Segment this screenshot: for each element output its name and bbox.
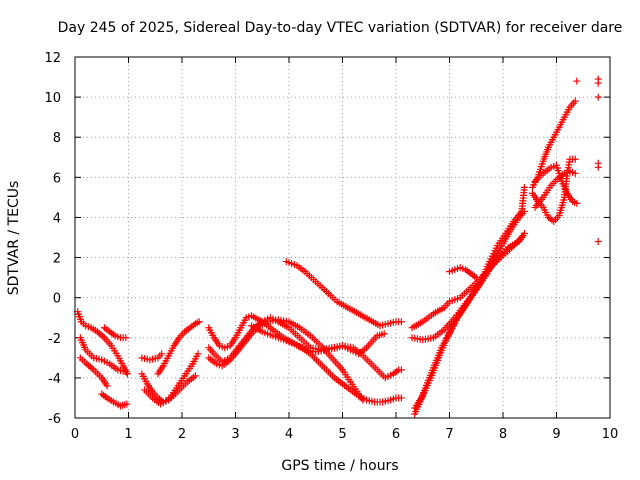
- x-tick-label: 2: [178, 427, 186, 442]
- series-track-18: [411, 207, 528, 412]
- series-track-09: [154, 318, 203, 378]
- series-track-12: [205, 314, 405, 382]
- data-point: [191, 372, 199, 380]
- series-track-04: [98, 390, 131, 410]
- series-track-01: [74, 308, 131, 378]
- data-point: [472, 274, 480, 282]
- series-track-15: [408, 234, 526, 332]
- data-point: [594, 238, 602, 246]
- series-track-23: [531, 161, 581, 207]
- data-point: [594, 163, 602, 171]
- data-point: [520, 183, 528, 191]
- data-point: [195, 318, 203, 326]
- data-point: [397, 318, 405, 326]
- y-axis-label: SDTVAR / TECUs: [6, 181, 22, 296]
- data-point: [571, 169, 579, 177]
- data-point: [123, 400, 131, 408]
- x-tick-label: 9: [552, 427, 560, 442]
- data-point: [573, 77, 581, 85]
- y-tick-label: -2: [48, 332, 61, 347]
- x-axis-label: GPS time / hours: [281, 458, 398, 474]
- series-track-02: [76, 334, 130, 376]
- y-tick-label: 2: [53, 252, 61, 267]
- y-tick-label: 6: [53, 171, 61, 186]
- data-point: [103, 382, 111, 390]
- data-point: [397, 394, 405, 402]
- x-tick-label: 8: [499, 427, 507, 442]
- series-track-06: [138, 350, 166, 364]
- data-marks: [74, 75, 602, 418]
- series-isolated-points: [573, 75, 602, 246]
- x-tick-label: 6: [392, 427, 400, 442]
- x-tick-label: 0: [71, 427, 79, 442]
- data-point: [594, 79, 602, 87]
- chart-title: Day 245 of 2025, Sidereal Day-to-day VTE…: [58, 20, 623, 36]
- y-tick-label: 10: [44, 91, 61, 106]
- x-tick-label: 4: [285, 427, 293, 442]
- data-point: [571, 155, 579, 163]
- grid: [75, 57, 610, 418]
- series-track-03: [76, 354, 111, 390]
- y-tick-label: 8: [53, 131, 61, 146]
- x-tick-label: 3: [231, 427, 239, 442]
- series-track-20: [528, 97, 579, 191]
- data-point: [158, 350, 166, 358]
- data-point: [397, 366, 405, 374]
- data-point: [594, 93, 602, 101]
- series-track-19: [446, 264, 480, 282]
- data-point: [520, 229, 528, 237]
- data-point: [573, 199, 581, 207]
- y-tick-label: 0: [53, 292, 61, 307]
- data-point: [122, 368, 130, 376]
- data-point: [194, 350, 202, 358]
- data-point: [122, 334, 130, 342]
- x-tick-label: 7: [445, 427, 453, 442]
- series-track-13: [248, 322, 405, 406]
- y-tick-label: 4: [53, 211, 61, 226]
- y-tick-label: -4: [48, 372, 61, 387]
- x-tick-label: 1: [124, 427, 132, 442]
- y-tick-label: -6: [48, 412, 61, 427]
- series-track-14: [282, 258, 405, 330]
- x-tick-label: 10: [602, 427, 619, 442]
- series-track-08: [141, 350, 202, 408]
- data-point: [571, 97, 579, 105]
- series-track-05: [100, 324, 130, 342]
- data-point: [520, 207, 528, 215]
- data-point: [380, 330, 388, 338]
- x-tick-label: 5: [338, 427, 346, 442]
- y-tick-label: 12: [44, 51, 61, 66]
- plot-frame: [74, 56, 611, 419]
